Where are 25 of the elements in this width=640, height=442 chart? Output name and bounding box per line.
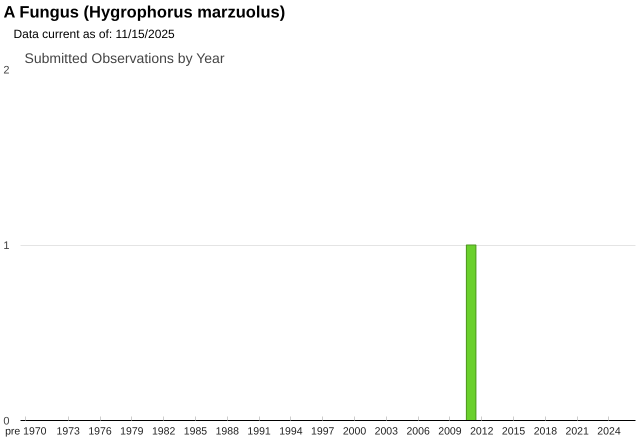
x-tick-label: 2024 xyxy=(597,426,621,438)
text: Submitted Observations by Year xyxy=(24,50,225,66)
y-tick-label: 1 xyxy=(3,240,10,252)
x-tick-label: 2009 xyxy=(438,426,462,438)
x-tick-label: 2012 xyxy=(470,426,494,438)
x-tick-label: 2018 xyxy=(534,426,558,438)
x-tick-label: 1994 xyxy=(279,426,303,438)
x-tick-label: 2021 xyxy=(566,426,590,438)
x-tick-label: 1973 xyxy=(56,426,80,438)
x-tick-label: 1976 xyxy=(88,426,112,438)
chart-title: A Fungus (Hygrophorus marzuolus) xyxy=(4,4,286,22)
y-tick-label: 0 xyxy=(3,416,10,428)
x-tick-label: 1985 xyxy=(184,426,208,438)
x-tick-label: 2000 xyxy=(342,426,366,438)
x-tick-label: 1982 xyxy=(152,426,176,438)
x-tick-label: pre 1970 xyxy=(5,426,47,438)
x-tick-label: 2006 xyxy=(406,426,430,438)
x-tick-label: 1991 xyxy=(247,426,271,438)
y-tick-label: 2 xyxy=(3,64,10,76)
x-tick-label: 1979 xyxy=(120,426,144,438)
x-tick-label: 2003 xyxy=(374,426,398,438)
chart-subtitle: Data current as of: 11/15/2025 xyxy=(14,27,176,41)
x-tick-label: 2015 xyxy=(502,426,526,438)
x-tick-label: 1997 xyxy=(311,426,335,438)
x-tick-label: 1988 xyxy=(216,426,240,438)
